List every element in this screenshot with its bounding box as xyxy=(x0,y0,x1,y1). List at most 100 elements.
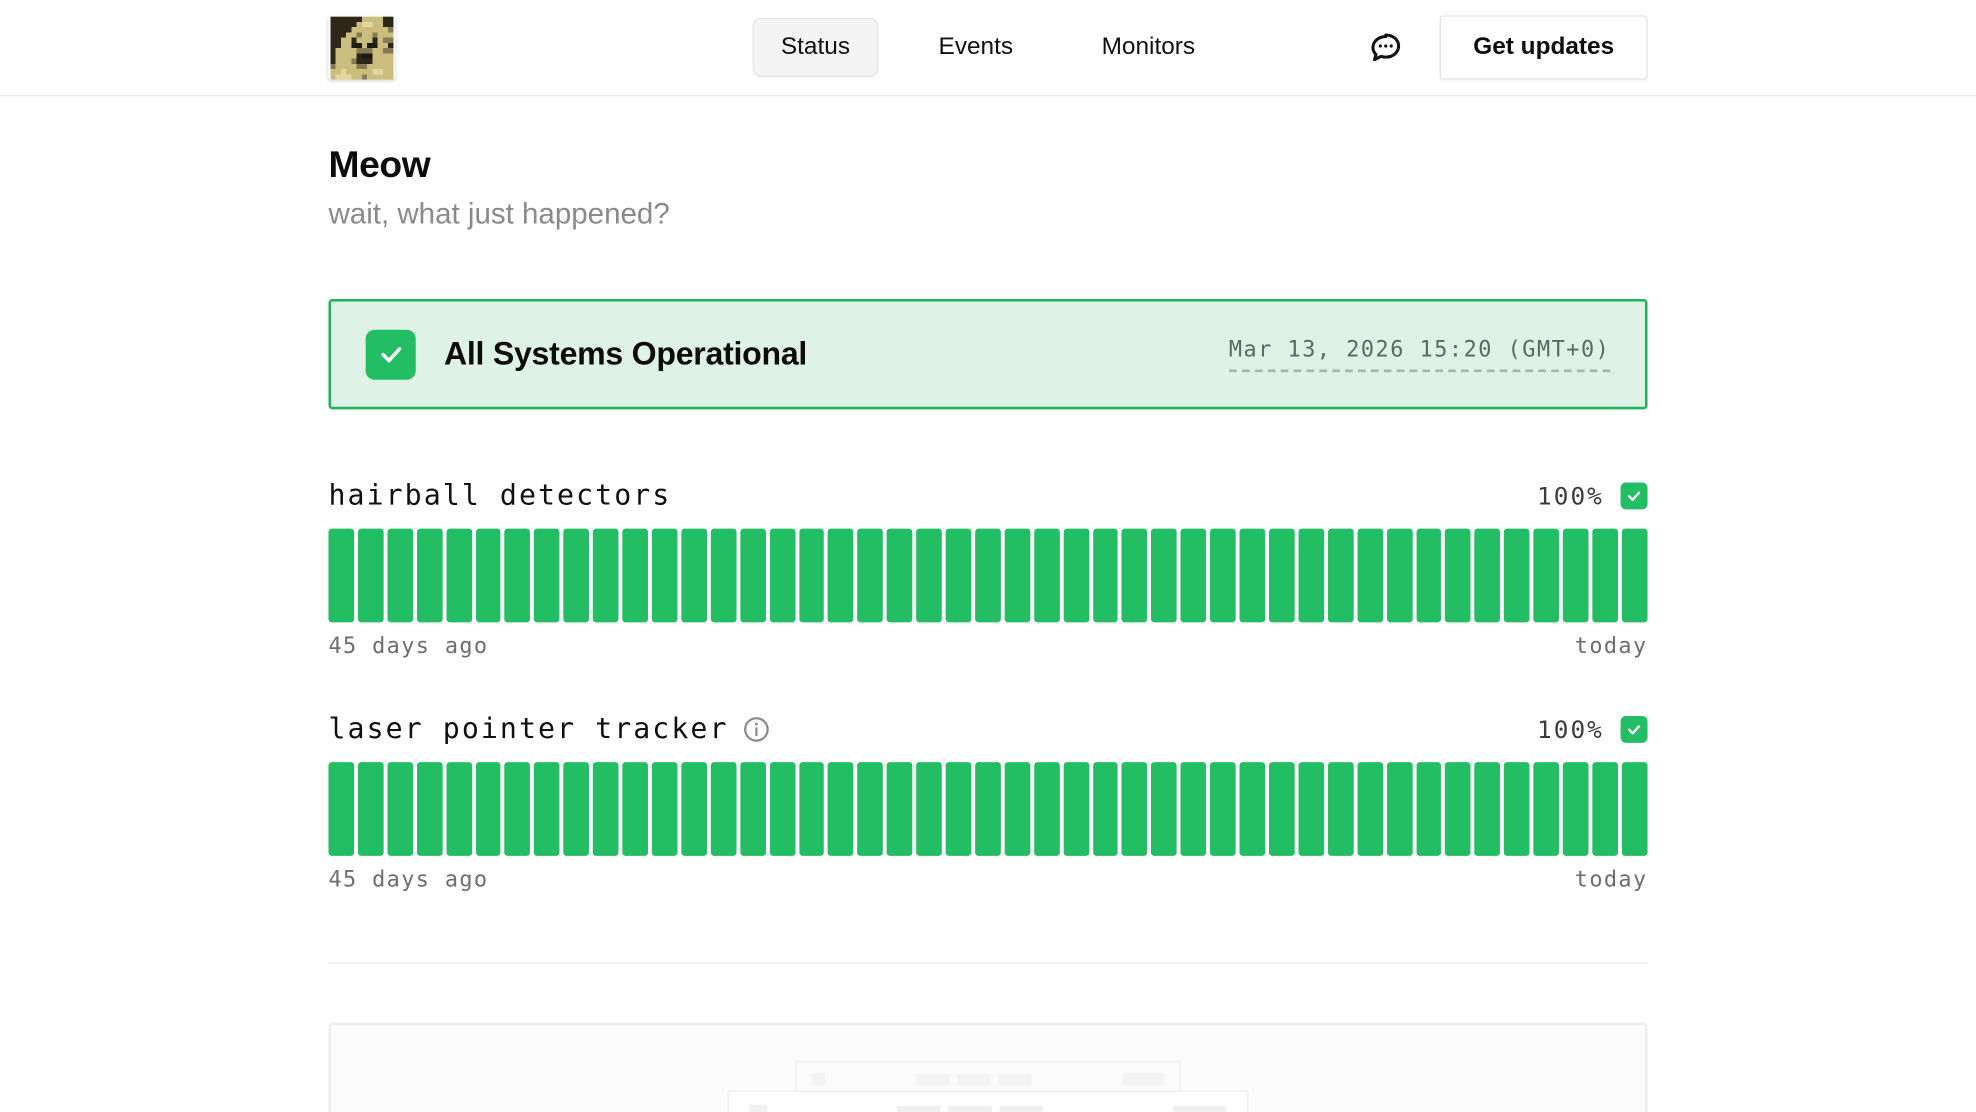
banner-timestamp[interactable]: Mar 13, 2026 15:20 (GMT+0) xyxy=(1228,337,1611,372)
uptime-bar[interactable] xyxy=(1210,528,1236,623)
uptime-bar[interactable] xyxy=(504,762,531,856)
uptime-bar[interactable] xyxy=(1415,528,1442,623)
uptime-bar[interactable] xyxy=(1239,762,1266,856)
uptime-bar[interactable] xyxy=(1386,528,1413,623)
uptime-bar[interactable] xyxy=(1004,528,1031,623)
uptime-bar[interactable] xyxy=(622,762,648,856)
uptime-bar[interactable] xyxy=(710,762,737,856)
uptime-bar[interactable] xyxy=(1210,762,1236,856)
uptime-bar[interactable] xyxy=(1122,762,1148,856)
mini-nav-skeleton xyxy=(999,1106,1044,1112)
uptime-bar[interactable] xyxy=(1063,528,1089,623)
nav-item-events[interactable]: Events xyxy=(938,33,1014,61)
uptime-bar[interactable] xyxy=(1562,762,1589,856)
uptime-bar[interactable] xyxy=(1357,762,1383,856)
uptime-bar[interactable] xyxy=(1621,762,1648,856)
uptime-bar[interactable] xyxy=(769,528,795,623)
uptime-bar[interactable] xyxy=(1592,528,1618,623)
uptime-bar[interactable] xyxy=(1033,762,1060,856)
uptime-bar[interactable] xyxy=(328,762,355,856)
uptime-bar[interactable] xyxy=(975,762,1001,856)
get-updates-button[interactable]: Get updates xyxy=(1439,15,1648,80)
uptime-bar[interactable] xyxy=(1621,528,1648,623)
uptime-bar[interactable] xyxy=(622,528,648,623)
uptime-bar[interactable] xyxy=(1180,528,1207,623)
uptime-bar[interactable] xyxy=(475,762,501,856)
uptime-bar[interactable] xyxy=(475,528,501,623)
uptime-bar[interactable] xyxy=(328,528,355,623)
uptime-bar[interactable] xyxy=(1298,528,1324,623)
uptime-bar[interactable] xyxy=(1357,528,1383,623)
uptime-bar[interactable] xyxy=(886,528,913,623)
uptime-bar[interactable] xyxy=(710,528,737,623)
uptime-bar[interactable] xyxy=(681,762,707,856)
uptime-bar[interactable] xyxy=(739,762,766,856)
uptime-bar[interactable] xyxy=(798,528,825,623)
cat-logo[interactable] xyxy=(328,16,395,79)
uptime-bar[interactable] xyxy=(1269,762,1295,856)
mini-nav-skeleton xyxy=(896,1106,941,1112)
uptime-bar[interactable] xyxy=(1504,528,1530,623)
uptime-bar[interactable] xyxy=(945,528,972,623)
uptime-bar[interactable] xyxy=(1504,762,1530,856)
uptime-bar[interactable] xyxy=(1122,528,1148,623)
uptime-bar[interactable] xyxy=(1445,762,1471,856)
uptime-bar[interactable] xyxy=(651,762,678,856)
uptime-bar[interactable] xyxy=(593,762,619,856)
uptime-bar[interactable] xyxy=(975,528,1001,623)
uptime-bar[interactable] xyxy=(916,528,942,623)
feedback-speech-bubble-icon[interactable] xyxy=(1367,28,1405,66)
uptime-bar[interactable] xyxy=(1298,762,1324,856)
uptime-bar[interactable] xyxy=(387,762,413,856)
nav-item-monitors[interactable]: Monitors xyxy=(1101,33,1196,61)
uptime-bar[interactable] xyxy=(357,762,384,856)
uptime-bar[interactable] xyxy=(357,528,384,623)
uptime-bar[interactable] xyxy=(739,528,766,623)
uptime-bar[interactable] xyxy=(1562,528,1589,623)
uptime-bar[interactable] xyxy=(416,762,443,856)
uptime-bar[interactable] xyxy=(1180,762,1207,856)
uptime-bar[interactable] xyxy=(1327,528,1354,623)
uptime-bar[interactable] xyxy=(945,762,972,856)
uptime-bar[interactable] xyxy=(1386,762,1413,856)
uptime-bar[interactable] xyxy=(387,528,413,623)
uptime-bar[interactable] xyxy=(651,528,678,623)
uptime-bar[interactable] xyxy=(1151,762,1177,856)
uptime-bar[interactable] xyxy=(1533,528,1560,623)
uptime-bar[interactable] xyxy=(681,528,707,623)
uptime-bar[interactable] xyxy=(916,762,942,856)
uptime-bar[interactable] xyxy=(1004,762,1031,856)
uptime-bar[interactable] xyxy=(857,762,884,856)
uptime-bar[interactable] xyxy=(563,528,590,623)
uptime-bar[interactable] xyxy=(534,762,560,856)
uptime-bar[interactable] xyxy=(1533,762,1560,856)
nav-item-status[interactable]: Status xyxy=(752,17,879,77)
uptime-bar[interactable] xyxy=(1474,528,1501,623)
uptime-bar[interactable] xyxy=(1327,762,1354,856)
uptime-bar[interactable] xyxy=(416,528,443,623)
uptime-bar[interactable] xyxy=(1445,528,1471,623)
uptime-bar[interactable] xyxy=(504,528,531,623)
uptime-bar[interactable] xyxy=(857,528,884,623)
uptime-bar[interactable] xyxy=(769,762,795,856)
uptime-bar[interactable] xyxy=(828,528,854,623)
uptime-bar[interactable] xyxy=(798,762,825,856)
uptime-bar[interactable] xyxy=(446,528,472,623)
uptime-bar[interactable] xyxy=(534,528,560,623)
uptime-bar[interactable] xyxy=(446,762,472,856)
uptime-bar[interactable] xyxy=(1474,762,1501,856)
uptime-bar[interactable] xyxy=(1063,762,1089,856)
uptime-bar[interactable] xyxy=(1151,528,1177,623)
uptime-bar[interactable] xyxy=(1239,528,1266,623)
info-icon[interactable] xyxy=(743,716,770,743)
uptime-bar[interactable] xyxy=(828,762,854,856)
uptime-bar[interactable] xyxy=(1033,528,1060,623)
uptime-bar[interactable] xyxy=(563,762,590,856)
uptime-bar[interactable] xyxy=(1592,762,1618,856)
uptime-bar[interactable] xyxy=(1269,528,1295,623)
uptime-bar[interactable] xyxy=(1092,762,1119,856)
uptime-bar[interactable] xyxy=(1415,762,1442,856)
uptime-bar[interactable] xyxy=(1092,528,1119,623)
uptime-bar[interactable] xyxy=(886,762,913,856)
uptime-bar[interactable] xyxy=(593,528,619,623)
